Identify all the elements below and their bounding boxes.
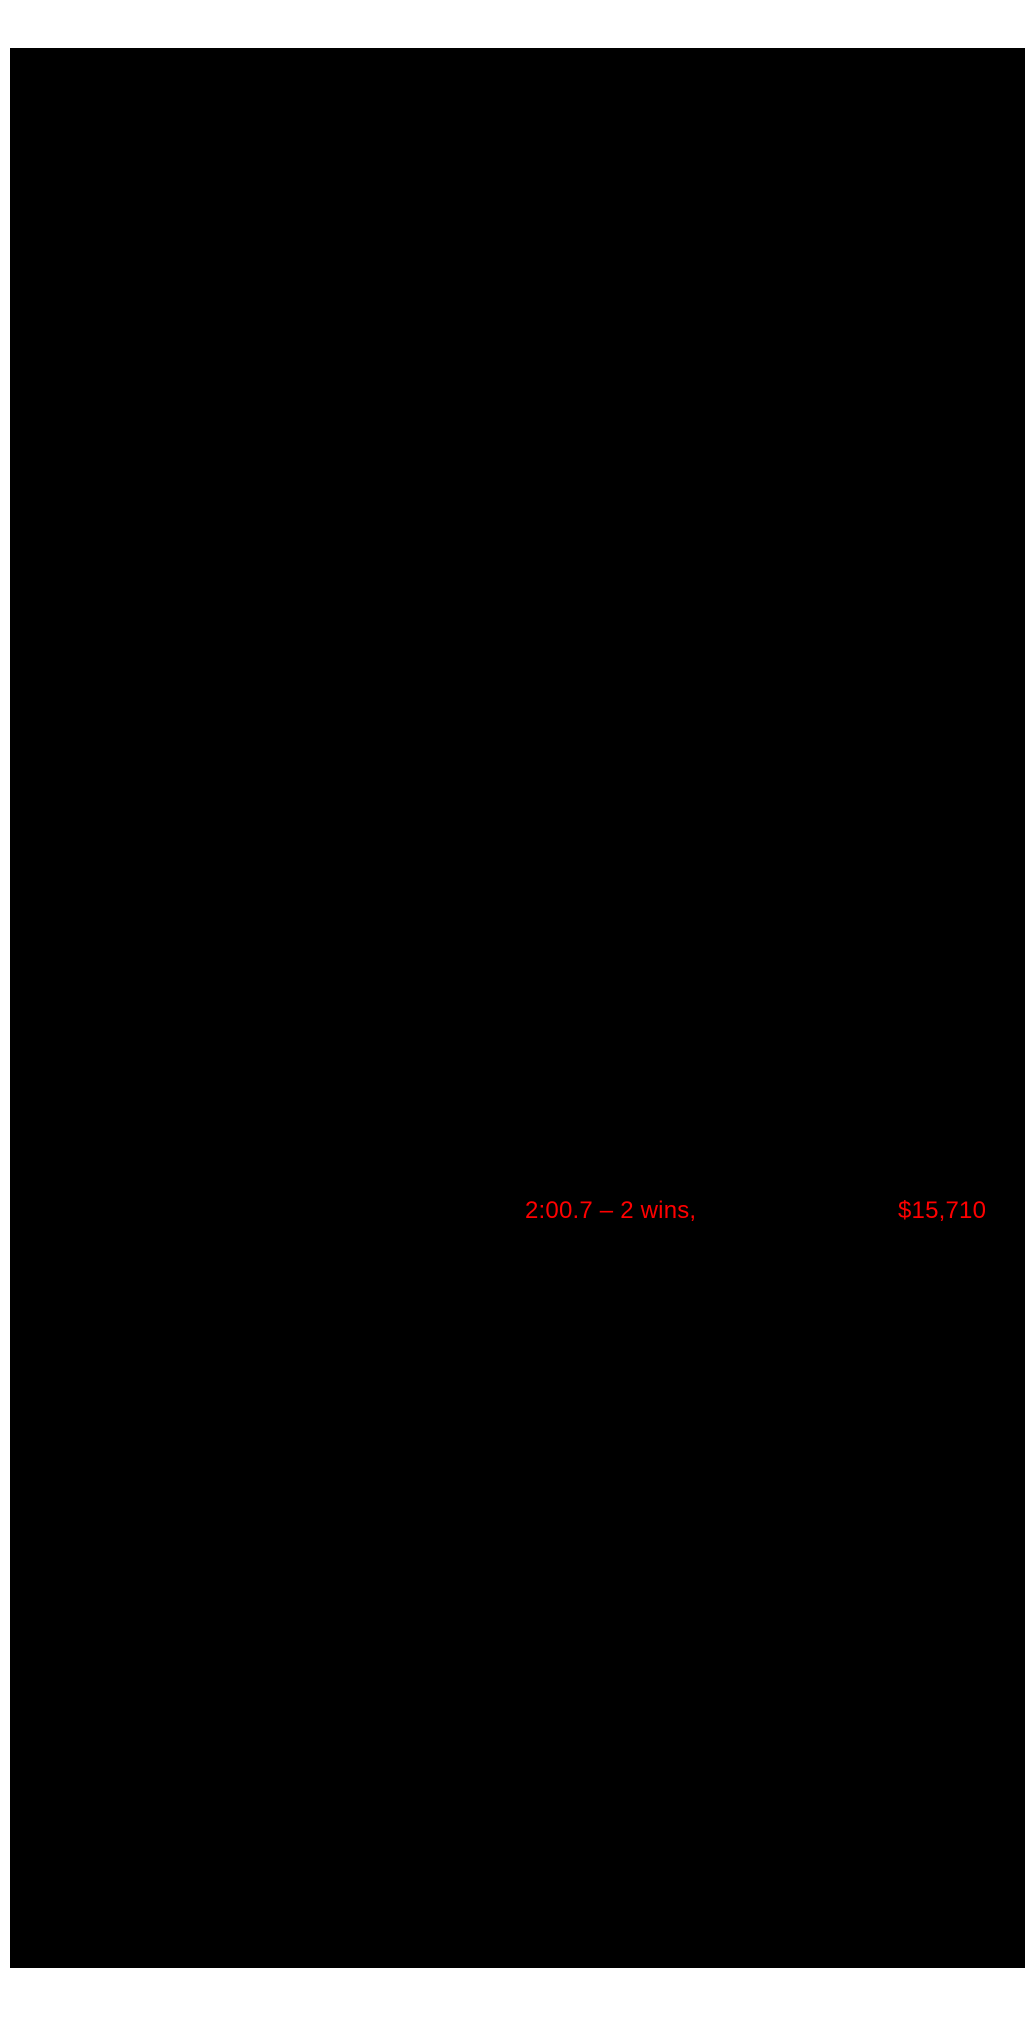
earnings-text: $15,710 xyxy=(898,1197,987,1224)
race-record-text: 2:00.7 – 2 wins, xyxy=(525,1197,697,1224)
scanned-black-region: 2:00.7 – 2 wins, $15,710 xyxy=(10,48,1025,1968)
